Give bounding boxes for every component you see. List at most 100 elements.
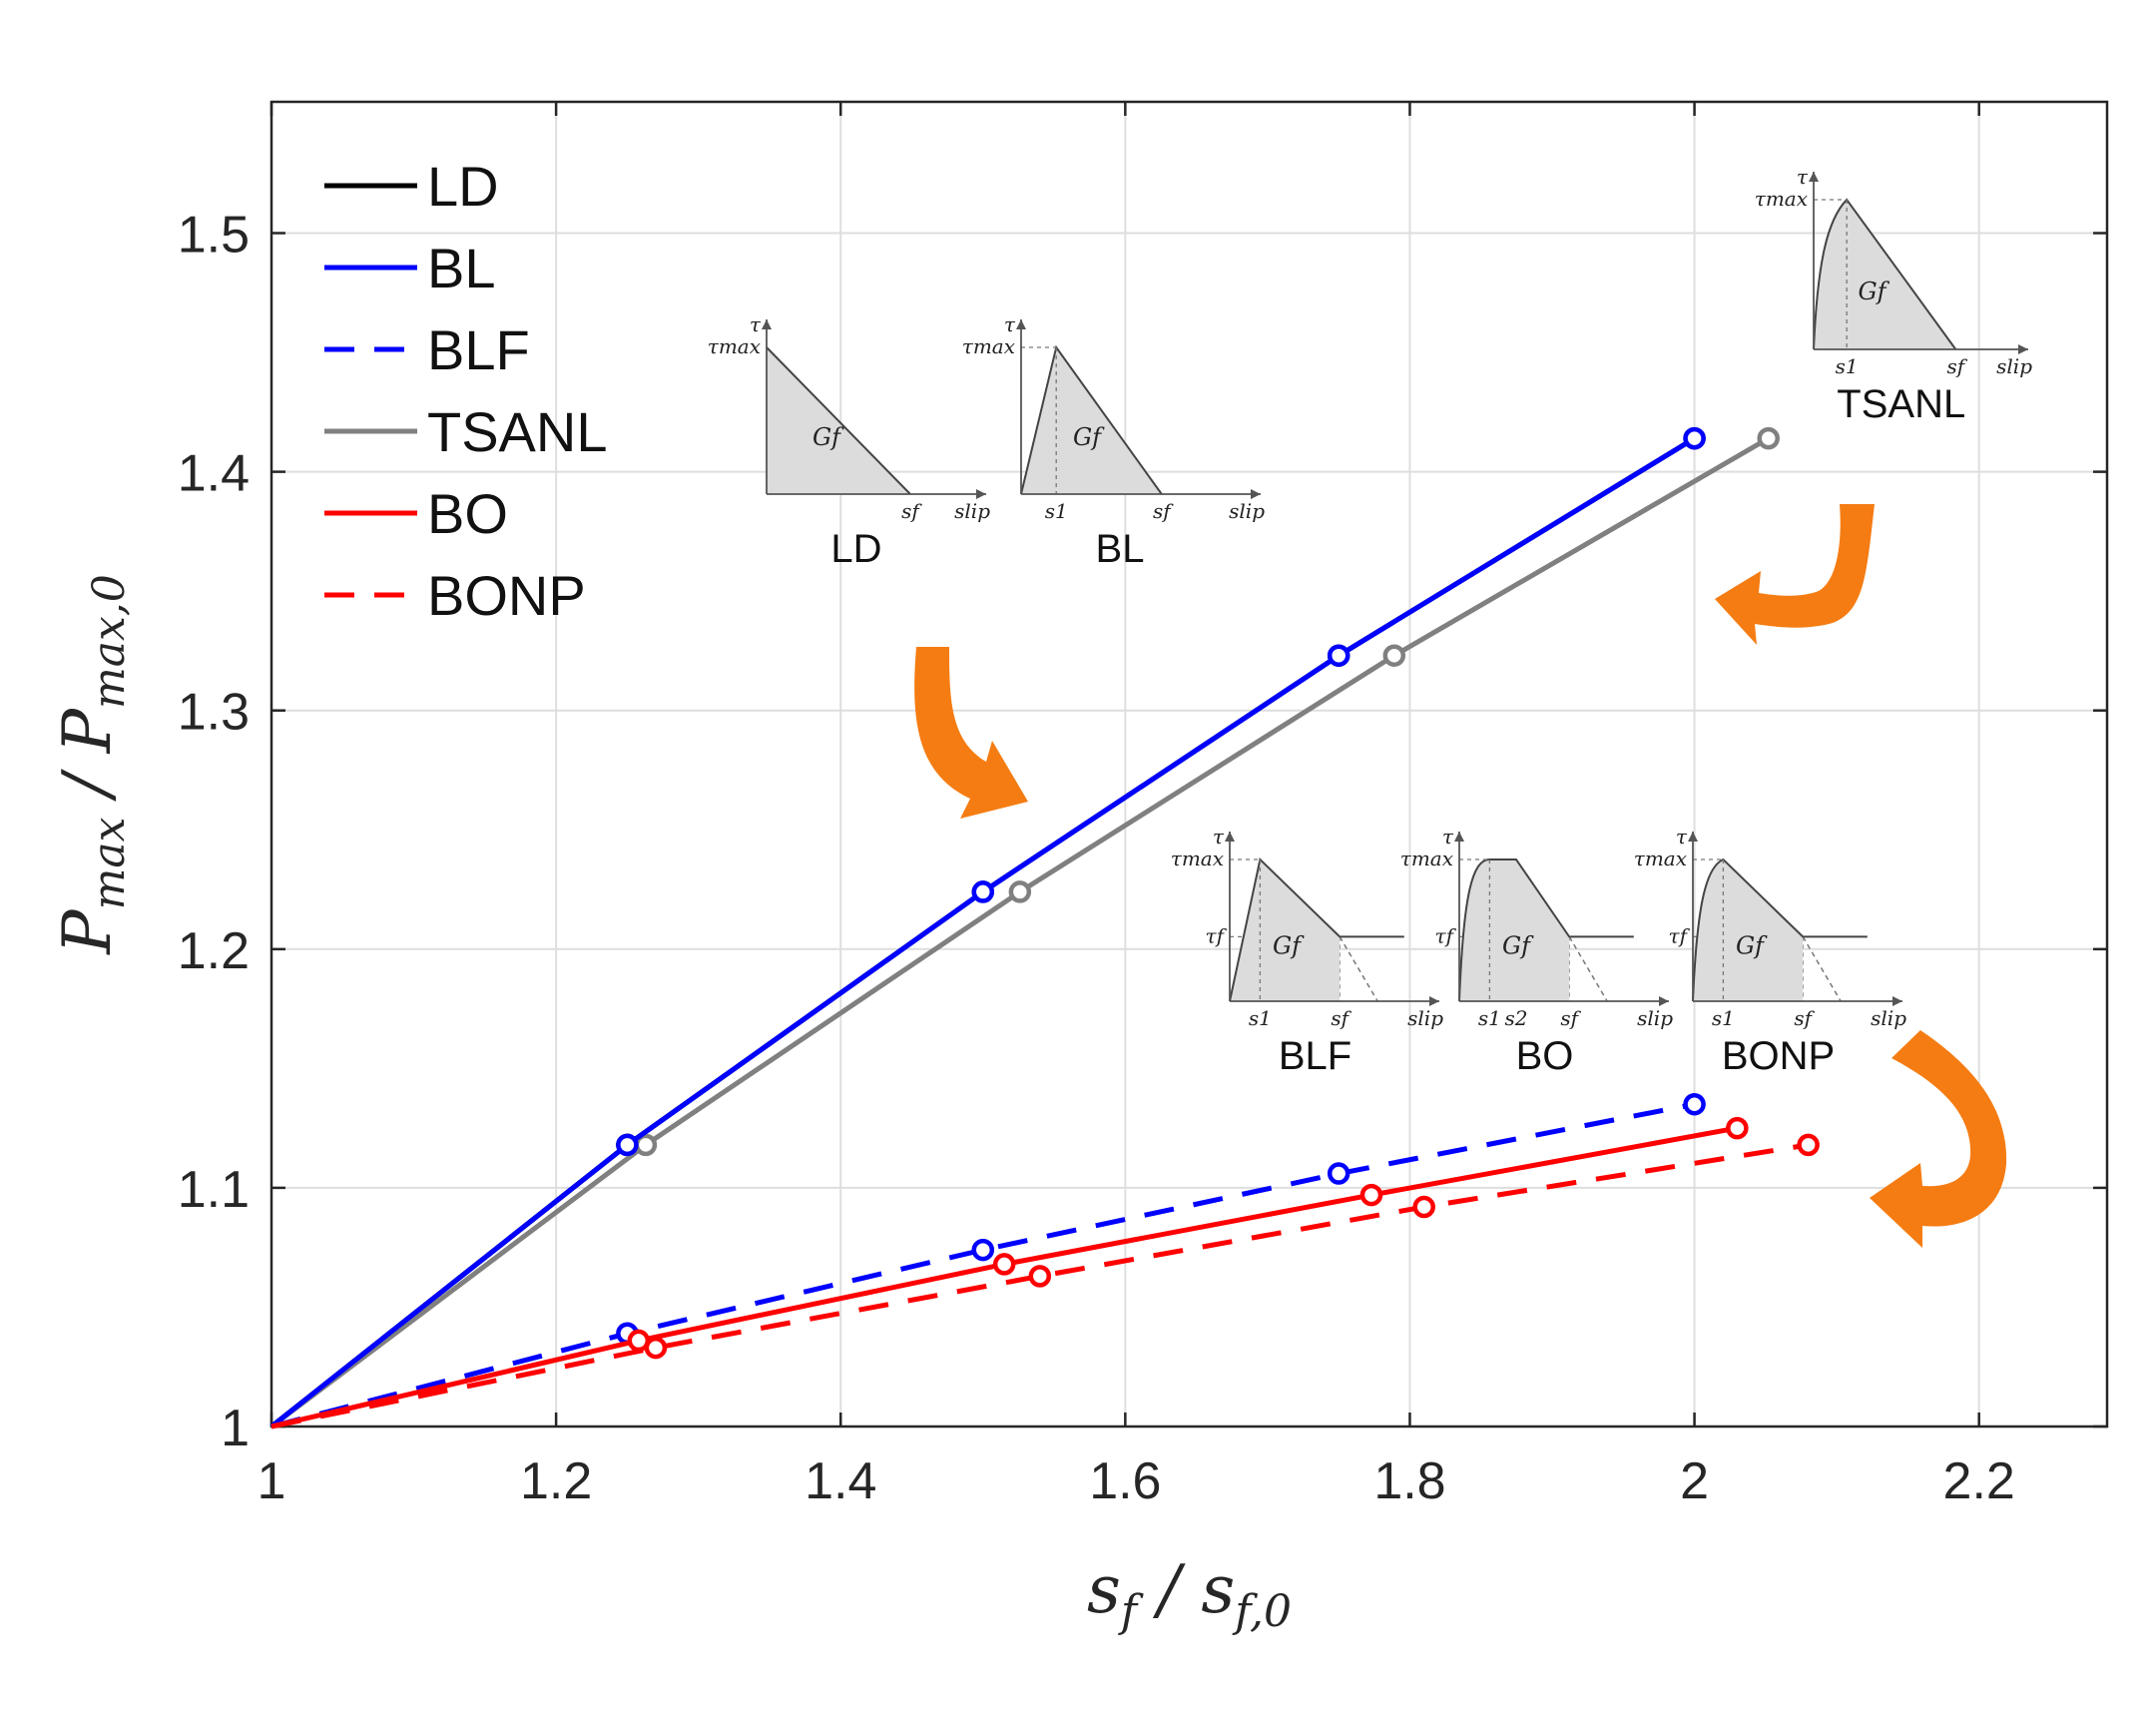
inset-x-arrow-icon: [976, 489, 986, 499]
y-axis-label-sub: max,0: [84, 574, 135, 709]
inset-y-arrow-icon: [1809, 172, 1819, 182]
y-tick-label: 1.5: [178, 207, 250, 265]
inset-tau-max-label: τmax: [1634, 847, 1687, 870]
inset-slip-label: slip: [1871, 1006, 1906, 1030]
series-blf-point: [1683, 1092, 1706, 1116]
inset-y-arrow-icon: [1454, 832, 1464, 842]
inset-tau-f-label: τf: [1206, 923, 1228, 947]
series-blf-point: [1327, 1162, 1350, 1185]
series-bo-point: [1359, 1183, 1383, 1207]
inset-title-bo: BO: [1516, 1034, 1574, 1078]
inset-s1-label: s1: [1249, 1006, 1272, 1030]
inset-sf-label: sf: [1560, 1006, 1581, 1030]
x-axis-label-sep: /: [1137, 1551, 1201, 1628]
plot-frame: [270, 100, 2109, 1428]
inset-s1-label: s1: [1045, 499, 1068, 523]
inset-x-arrow-icon: [1429, 996, 1439, 1006]
series-bonp-point: [1028, 1265, 1052, 1288]
inset-area: [1814, 200, 1956, 349]
x-tick-label: 1.4: [805, 1452, 876, 1510]
legend-label-bonp: BONP: [427, 564, 586, 627]
series-blf-point: [971, 1238, 995, 1262]
series-tsanl-point: [1382, 644, 1406, 667]
series-bonp-point: [1412, 1195, 1435, 1219]
grid: [271, 102, 2107, 1427]
inset-area: [1230, 859, 1341, 1001]
legend-label-bl: BL: [427, 237, 496, 299]
x-tick-label: 1.8: [1373, 1452, 1445, 1510]
inset-tau-label: τ: [750, 312, 762, 336]
inset-sf-label: sf: [1331, 1006, 1351, 1030]
series-bl-point: [1683, 426, 1706, 450]
axis-labels: sf / sf,0 Pmax / Pmax,0: [49, 574, 1292, 1637]
inset-s1-label: s1: [1836, 354, 1859, 378]
y-tick-label: 1.2: [178, 922, 250, 980]
inset-title-bonp: BONP: [1722, 1034, 1835, 1078]
arrows: [914, 504, 2007, 1248]
series-bonp-point: [1797, 1133, 1820, 1157]
series-bl-point: [1327, 644, 1350, 667]
series-blf-line: [270, 1101, 1696, 1429]
inset-y-arrow-icon: [762, 319, 772, 329]
inset-s2-label: s2: [1505, 1006, 1528, 1030]
y-axis-label: Pmax / Pmax,0: [49, 574, 135, 955]
series-tsanl-point: [1008, 880, 1032, 903]
inset-softening-tail: [1339, 936, 1378, 1002]
y-tick-label: 1.3: [178, 684, 250, 742]
x-axis-label-var: s: [1201, 1551, 1235, 1628]
legend-label-bo: BO: [427, 482, 508, 545]
series-bl-point: [971, 880, 995, 903]
inset-curve: [1813, 198, 1957, 350]
x-tick-label: 2: [1680, 1452, 1709, 1510]
inset-y-arrow-icon: [1016, 319, 1026, 329]
y-tick-label: 1.4: [178, 445, 250, 503]
inset-title-blf: BLF: [1279, 1034, 1351, 1078]
inset-x-arrow-icon: [1251, 489, 1261, 499]
y-tick-label: 1: [221, 1400, 250, 1457]
inset-tau-max-label: τmax: [1171, 847, 1224, 870]
inset-x-arrow-icon: [2018, 344, 2028, 354]
axes: 1 1.2 1.4 1.6 1.8 2 2.2 1 1.1 1.2 1.3 1.4 1.5: [178, 100, 2109, 1510]
series-bo-point: [1726, 1116, 1749, 1140]
x-axis-label-var: s: [1087, 1551, 1121, 1628]
x-tick-label: 1.2: [520, 1452, 592, 1510]
inset-tau-label: τ: [1797, 165, 1809, 189]
inset-softening-tail: [1802, 936, 1842, 1002]
series-bo-point: [992, 1253, 1016, 1276]
inset-gf-label: Gf: [1736, 931, 1768, 959]
y-tick-label: 1.1: [178, 1161, 250, 1219]
inset-tau-label: τ: [1442, 825, 1454, 849]
arrow-bonp-icon: [1870, 1030, 2007, 1248]
inset-area: [1693, 859, 1804, 1001]
series-bonp-line: [270, 1142, 1809, 1429]
x-axis-label-sub: f,0: [1232, 1586, 1292, 1637]
arrow-ld-bl-icon: [914, 647, 1028, 819]
inset-gf-label: Gf: [1858, 278, 1889, 305]
inset-slip-label: slip: [1229, 499, 1265, 523]
inset-tau-max-label: τmax: [1400, 847, 1453, 870]
inset-tau-f-label: τf: [1669, 923, 1691, 947]
inset-x-arrow-icon: [1892, 996, 1902, 1006]
x-axis-label: sf / sf,0: [1087, 1551, 1292, 1637]
inset-x-arrow-icon: [1659, 996, 1669, 1006]
inset-area: [1459, 859, 1570, 1001]
inset-gf-label: Gf: [812, 423, 844, 451]
inset-y-arrow-icon: [1225, 832, 1235, 842]
series-lines: [270, 426, 1820, 1429]
legend-label-ld: LD: [427, 155, 499, 218]
inset-y-arrow-icon: [1688, 832, 1698, 842]
inset-slip-label: slip: [954, 499, 990, 523]
arrow-tsanl-icon: [1715, 504, 1875, 645]
inset-curve: [766, 346, 911, 495]
inset-tau-max-label: τmax: [962, 334, 1015, 358]
inset-tau-label: τ: [1676, 825, 1688, 849]
legend: LD BL BLF TSANL BO BONP: [324, 155, 608, 627]
x-tick-label: 1: [258, 1452, 286, 1510]
inset-tau-f-label: τf: [1435, 923, 1457, 947]
